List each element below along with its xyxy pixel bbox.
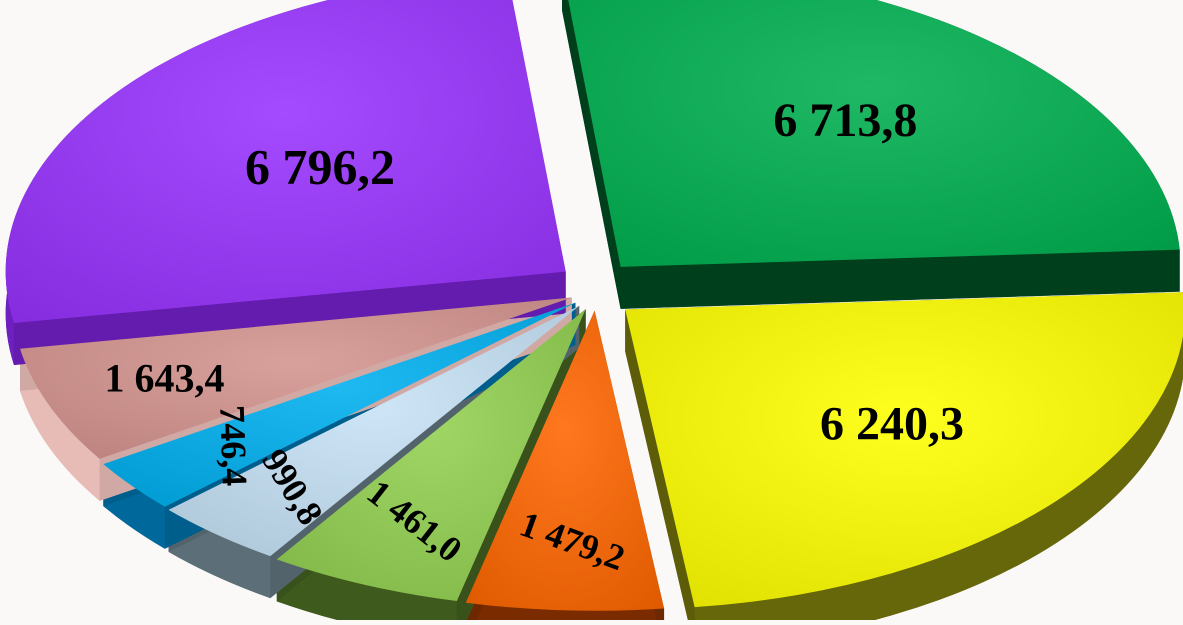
- pie-slice: [276, 309, 586, 602]
- pie-slice: [20, 297, 572, 459]
- pie-slice: [625, 292, 1183, 608]
- pie-slice-label: 6 796,2: [245, 139, 395, 195]
- pie-slice-label: 746,4: [212, 404, 255, 486]
- pie-slice: [465, 310, 665, 611]
- pie-slice-wall: [562, 0, 621, 309]
- pie-slice-wall: [625, 309, 695, 625]
- pie-slice-label: 6 713,8: [773, 94, 917, 147]
- pie-slice-wall: [620, 249, 1180, 309]
- pie-slice-rim: [465, 602, 665, 625]
- pie-slice-rim: [20, 348, 100, 501]
- pie-slice-rim: [694, 335, 1183, 625]
- pie-slice-rim: [276, 559, 457, 625]
- pie-slice: [168, 305, 580, 557]
- pie-slice-label: 6 240,3: [820, 398, 964, 451]
- pie-slice: [5, 0, 566, 323]
- pie-slice: [103, 302, 576, 507]
- pie-slice: [568, 0, 1180, 267]
- pie-slice-label: 1 643,4: [104, 355, 224, 400]
- pie-slice-wall: [456, 309, 586, 625]
